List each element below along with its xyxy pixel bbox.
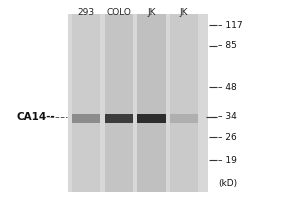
Bar [170, 114, 198, 123]
Text: – 117: – 117 [218, 21, 243, 30]
Bar [105, 14, 133, 192]
Bar [137, 14, 166, 192]
Bar [137, 114, 166, 123]
Bar [72, 114, 100, 123]
Text: JK: JK [180, 8, 188, 17]
Text: – 85: – 85 [218, 41, 237, 50]
Text: – 26: – 26 [218, 133, 237, 142]
Bar [68, 14, 208, 192]
Bar [105, 114, 133, 123]
Text: – 19: – 19 [218, 156, 237, 165]
Text: CA14--: CA14-- [16, 112, 55, 122]
Text: 293: 293 [77, 8, 95, 17]
Text: – 34: – 34 [218, 112, 237, 121]
Text: COLO: COLO [106, 8, 131, 17]
Text: JK: JK [147, 8, 156, 17]
Bar [170, 14, 198, 192]
Text: (kD): (kD) [218, 179, 238, 188]
Bar [72, 14, 100, 192]
Text: – 48: – 48 [218, 83, 237, 92]
